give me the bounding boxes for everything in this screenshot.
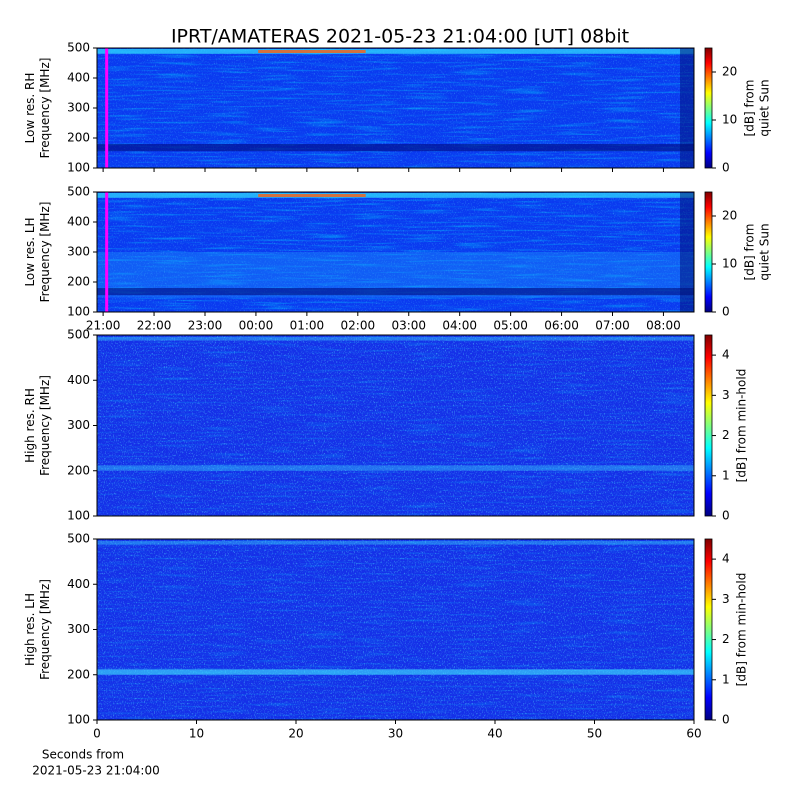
y-tick-label: 300	[67, 245, 90, 259]
y-tick-label: 100	[67, 509, 90, 523]
x-tick-label: 60	[686, 727, 701, 741]
spectrogram-noise	[97, 539, 694, 720]
y-tick-label: 500	[67, 41, 90, 55]
x-tick-label: 04:00	[442, 319, 477, 333]
band-dark	[97, 144, 694, 152]
colorbar-label: [dB] from	[743, 224, 757, 281]
colorbar-tick-label: 2	[722, 428, 730, 442]
colorbar-label: [dB] from min-hold	[735, 573, 749, 687]
colorbar	[704, 334, 713, 517]
band-dark	[97, 288, 694, 296]
y-tick-label: 200	[67, 667, 90, 681]
y-tick-label: 100	[67, 713, 90, 727]
colorbar	[704, 538, 713, 721]
colorbar-tick-label: 1	[722, 672, 730, 686]
y-tick-label: 100	[67, 305, 90, 319]
colorbar-tick-label: 4	[722, 348, 730, 362]
x-tick-label: 01:00	[290, 319, 325, 333]
x-tick-label: 02:00	[341, 319, 376, 333]
y-axis-label: Frequency [MHz]	[38, 375, 52, 476]
x-tick-label: 10	[189, 727, 204, 741]
y-tick-label: 400	[67, 215, 90, 229]
x-tick-label: 07:00	[595, 319, 630, 333]
x-tick-label: 0	[93, 727, 101, 741]
x-tick-label: 20	[288, 727, 303, 741]
x-tick-label: 06:00	[544, 319, 579, 333]
y-tick-label: 200	[67, 131, 90, 145]
y-tick-label: 400	[67, 373, 90, 387]
x-axis-label: Seconds from	[42, 748, 124, 762]
x-tick-label: 03:00	[391, 319, 426, 333]
band-hot	[258, 50, 366, 53]
y-tick-label: 300	[67, 418, 90, 432]
y-tick-label: 500	[67, 532, 90, 546]
colorbar-tick-label: 2	[722, 632, 730, 646]
colorbar-tick-label: 10	[722, 113, 737, 127]
y-axis-label: Frequency [MHz]	[38, 58, 52, 159]
colorbar-tick-label: 10	[722, 257, 737, 271]
colorbar-tick-label: 1	[722, 468, 730, 482]
colorbar-label: [dB] from	[743, 80, 757, 137]
colorbar-tick-label: 20	[722, 209, 737, 223]
x-tick-label: 00:00	[239, 319, 274, 333]
colorbar-label: quiet Sun	[758, 79, 772, 136]
x-tick-label: 08:00	[646, 319, 681, 333]
y-tick-label: 400	[67, 577, 90, 591]
chart-title: IPRT/AMATERAS 2021-05-23 21:04:00 [UT] 0…	[171, 26, 629, 48]
colorbar-tick-label: 20	[722, 65, 737, 79]
colorbar-tick-label: 4	[722, 552, 730, 566]
y-tick-label: 200	[67, 463, 90, 477]
colorbar-tick-label: 0	[722, 305, 730, 319]
colorbar-tick-label: 0	[722, 509, 730, 523]
colorbar-label: [dB] from min-hold	[735, 369, 749, 483]
band-dark	[680, 192, 694, 312]
y-axis-label: Low res. RH	[23, 73, 37, 144]
y-tick-label: 500	[67, 328, 90, 342]
band-bright	[97, 465, 694, 471]
y-tick-label: 400	[67, 71, 90, 85]
x-tick-label: 05:00	[493, 319, 528, 333]
x-axis-label: 2021-05-23 21:04:00	[32, 764, 159, 778]
y-tick-label: 200	[67, 275, 90, 289]
band-dark	[680, 48, 694, 168]
band-bright	[97, 337, 694, 341]
y-tick-label: 300	[67, 622, 90, 636]
x-tick-label: 40	[487, 727, 502, 741]
y-axis-label: High res. LH	[23, 593, 37, 666]
y-tick-label: 300	[67, 101, 90, 115]
colorbar-tick-label: 3	[722, 592, 730, 606]
colorbar-tick-label: 0	[722, 161, 730, 175]
colorbar-label: quiet Sun	[758, 223, 772, 280]
x-tick-label: 23:00	[188, 319, 223, 333]
x-tick-label: 50	[587, 727, 602, 741]
band-bright	[97, 669, 694, 675]
y-tick-label: 500	[67, 185, 90, 199]
y-axis-label: Low res. LH	[23, 217, 37, 286]
x-tick-label: 22:00	[137, 319, 172, 333]
y-axis-label: High res. RH	[23, 388, 37, 463]
x-tick-label: 30	[388, 727, 403, 741]
band-bright	[97, 541, 694, 545]
colorbar	[704, 191, 713, 313]
band-hot	[258, 194, 366, 197]
x-tick-label: 21:00	[86, 319, 121, 333]
spectrogram-noise	[97, 335, 694, 516]
band-top	[97, 193, 694, 198]
y-tick-label: 100	[67, 161, 90, 175]
colorbar	[704, 47, 713, 169]
y-axis-label: Frequency [MHz]	[38, 202, 52, 303]
colorbar-tick-label: 0	[722, 713, 730, 727]
band-top	[97, 49, 694, 54]
y-axis-label: Frequency [MHz]	[38, 579, 52, 680]
colorbar-tick-label: 3	[722, 388, 730, 402]
